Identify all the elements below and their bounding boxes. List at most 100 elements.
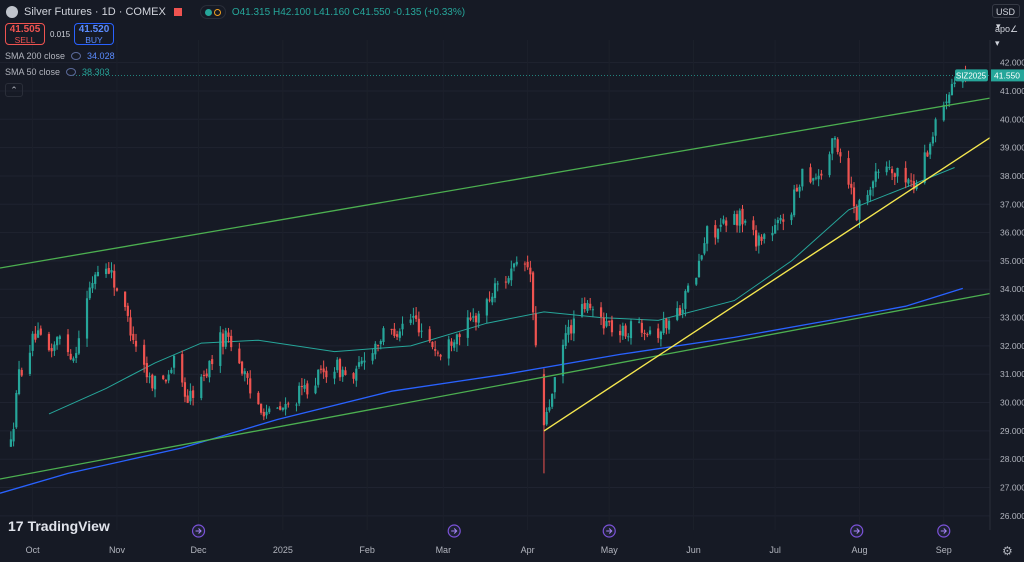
- candle: [488, 291, 491, 303]
- indicator-sma50[interactable]: SMA 50 close 38.303: [5, 67, 110, 77]
- candle: [393, 323, 396, 338]
- candle: [183, 377, 187, 403]
- candle-body: [697, 260, 701, 278]
- candle-body: [570, 325, 573, 334]
- candle-body: [678, 307, 682, 315]
- candle-body: [276, 407, 279, 409]
- candle: [164, 378, 168, 384]
- eye-icon[interactable]: [66, 68, 77, 76]
- candle: [504, 276, 507, 289]
- collapse-indicators-button[interactable]: ⌃: [5, 83, 23, 97]
- price-tick-label: 41.000: [1000, 86, 1024, 96]
- candle: [20, 367, 23, 377]
- candle-body: [619, 330, 622, 336]
- candle: [186, 389, 189, 404]
- time-tick-label: 2025: [273, 545, 293, 555]
- candle: [395, 330, 399, 341]
- candle-body: [240, 361, 244, 374]
- event-marker-icon[interactable]: [937, 524, 951, 538]
- candle: [224, 327, 227, 350]
- market-open-icon: [204, 8, 212, 16]
- candle-body: [763, 234, 766, 239]
- price-tick-label: 40.000: [1000, 114, 1024, 124]
- candle: [610, 315, 614, 337]
- candle-body: [646, 334, 649, 336]
- candle: [602, 312, 605, 335]
- candle: [828, 151, 831, 178]
- candle: [148, 372, 151, 384]
- candle-body: [485, 299, 488, 316]
- symbol-title[interactable]: Silver Futures · 1D · COMEX: [24, 6, 166, 18]
- scale-mode-select[interactable]: apo∠ ▾: [992, 22, 1020, 48]
- candle-body: [814, 177, 818, 179]
- buy-button[interactable]: 41.520 BUY: [74, 23, 114, 45]
- candle-body: [325, 370, 328, 378]
- candle: [512, 262, 516, 272]
- candle-body: [317, 369, 320, 385]
- candle-body: [738, 210, 741, 226]
- candle: [893, 172, 896, 186]
- candle-body: [608, 320, 611, 323]
- candle: [472, 308, 475, 323]
- candle: [259, 403, 263, 415]
- candle: [240, 360, 244, 376]
- candle-body: [284, 404, 287, 410]
- candle: [336, 357, 339, 373]
- candle: [458, 332, 461, 346]
- candle: [665, 317, 668, 335]
- candle: [638, 317, 641, 324]
- candle: [700, 254, 703, 261]
- candle: [793, 184, 796, 218]
- candle: [774, 218, 777, 234]
- candle: [360, 357, 363, 367]
- candle-body: [415, 315, 418, 319]
- candle: [12, 422, 15, 447]
- candle-body: [890, 169, 894, 174]
- candle-body: [113, 270, 116, 288]
- candle: [238, 342, 241, 365]
- candle: [763, 233, 766, 244]
- candle-body: [874, 171, 877, 182]
- candle-body: [703, 243, 706, 254]
- candle: [439, 353, 442, 361]
- event-marker-icon[interactable]: [602, 524, 616, 538]
- candle: [953, 76, 956, 88]
- candle-body: [110, 270, 113, 273]
- sell-button[interactable]: 41.505 SELL: [5, 23, 45, 45]
- event-marker-icon[interactable]: [191, 524, 206, 538]
- chart-grid: [0, 40, 990, 530]
- candle: [94, 272, 97, 290]
- time-tick-label: Apr: [521, 545, 535, 555]
- candle-body: [450, 341, 453, 346]
- eye-icon[interactable]: [71, 52, 82, 60]
- indicator-sma200[interactable]: SMA 200 close 34.028: [5, 51, 115, 61]
- candle: [322, 360, 325, 379]
- event-marker-icon[interactable]: [850, 524, 864, 538]
- candle: [113, 264, 116, 296]
- candle-body: [893, 173, 896, 177]
- candle-body: [567, 326, 570, 335]
- candle-body: [300, 386, 303, 388]
- candle: [580, 297, 584, 318]
- candle: [583, 297, 586, 313]
- candle: [420, 323, 423, 338]
- candle: [352, 372, 355, 384]
- candle-body: [531, 272, 535, 313]
- flag-icon[interactable]: [173, 8, 182, 16]
- currency-select[interactable]: USD ▾: [992, 4, 1020, 31]
- candle: [703, 237, 706, 256]
- candle: [706, 225, 709, 252]
- market-status-pill[interactable]: [199, 5, 226, 19]
- candle: [243, 368, 246, 382]
- candle-body: [115, 288, 119, 291]
- event-marker-icon[interactable]: [447, 524, 461, 538]
- candle-body: [249, 378, 252, 394]
- candle-body: [183, 382, 187, 397]
- candle-body: [15, 392, 18, 428]
- price-axis: 26.000 27.000 28.000 29.000 30.000 31.000 32.0…: [955, 40, 1024, 530]
- gear-icon[interactable]: ⚙: [1002, 544, 1013, 558]
- data-status-icon: [213, 8, 221, 16]
- candle: [287, 401, 290, 408]
- candle-body: [360, 360, 363, 364]
